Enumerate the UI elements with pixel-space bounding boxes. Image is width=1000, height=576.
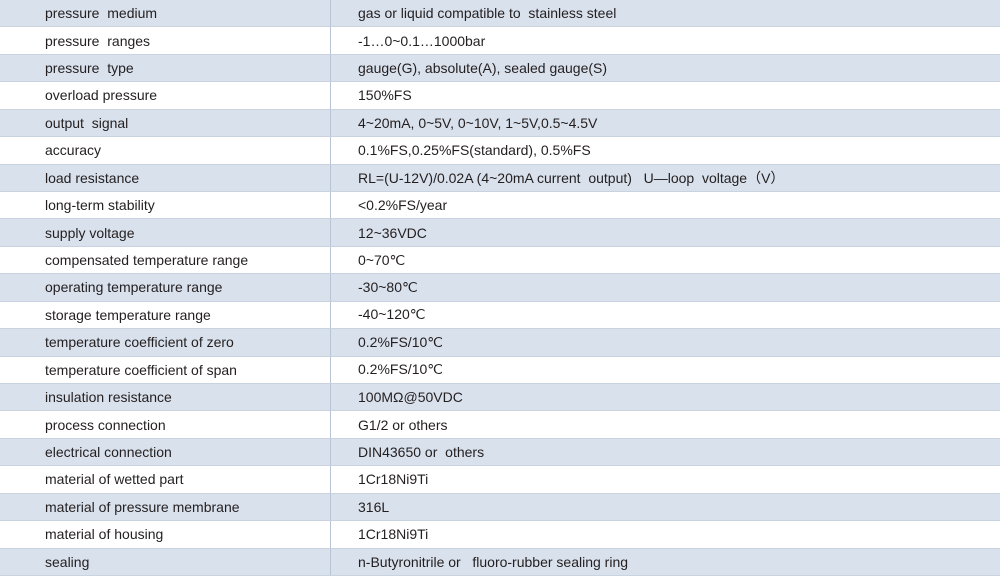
- parameter-name: electrical connection: [45, 444, 172, 461]
- parameter-value: DIN43650 or others: [358, 444, 485, 461]
- column-divider: [330, 274, 331, 301]
- parameter-name: material of housing: [45, 526, 164, 543]
- column-divider: [330, 219, 331, 246]
- table-row: accuracy 0.1%FS,0.25%FS(standard), 0.5%FS: [0, 137, 1000, 165]
- parameter-value: gas or liquid compatible to stainless st…: [358, 5, 617, 22]
- column-divider: [330, 164, 331, 191]
- parameter-name: compensated temperature range: [45, 252, 249, 269]
- parameter-value: n-Butyronitrile or fluoro-rubber sealing…: [358, 553, 629, 570]
- column-divider: [330, 521, 331, 548]
- parameter-name: insulation resistance: [45, 389, 172, 406]
- parameter-name: accuracy: [45, 142, 102, 159]
- column-divider: [330, 301, 331, 329]
- parameter-value: G1/2 or others: [358, 416, 448, 433]
- column-divider: [330, 548, 331, 575]
- table-row: temperature coefficient of zero 0.2%FS/10…: [0, 329, 1000, 357]
- column-divider: [330, 109, 331, 137]
- column-divider: [330, 137, 331, 164]
- parameter-value: 150%FS: [358, 87, 412, 104]
- table-row: storage temperature range -40~120℃: [0, 301, 1000, 330]
- parameter-name: process connection: [45, 416, 166, 433]
- parameter-value: 0~70℃: [358, 251, 406, 268]
- table-row: material of housing 1Cr18Ni9Ti: [0, 521, 1000, 549]
- parameter-name: material of wetted part: [45, 471, 184, 488]
- parameter-value: gauge(G), absolute(A), sealed gauge(S): [358, 60, 608, 77]
- table-row: load resistance RL=(U-12V)/0.02A (4~20mA …: [0, 164, 1000, 192]
- column-divider: [330, 329, 331, 356]
- table-row: sealing n-Butyronitrile or fluoro-rubber …: [0, 548, 1000, 576]
- table-row: operating temperature range -30~80℃: [0, 274, 1000, 302]
- parameter-value: -30~80℃: [358, 278, 418, 295]
- parameter-value: 0.1%FS,0.25%FS(standard), 0.5%FS: [358, 142, 591, 159]
- parameter-value: -40~120℃: [358, 306, 426, 323]
- parameter-name: pressure type: [45, 60, 134, 77]
- parameter-value: 12~36VDC: [358, 224, 427, 241]
- column-divider: [330, 438, 331, 466]
- table-row: material of wetted part 1Cr18Ni9Ti: [0, 466, 1000, 494]
- parameter-name: operating temperature range: [45, 279, 223, 296]
- parameter-name: pressure medium: [45, 5, 158, 22]
- column-divider: [330, 384, 331, 411]
- parameter-value: 316L: [358, 498, 390, 515]
- parameter-value: <0.2%FS/year: [358, 197, 448, 214]
- table-row: temperature coefficient of span 0.2%FS/10…: [0, 356, 1000, 384]
- table-row: long-term stability <0.2%FS/year: [0, 192, 1000, 220]
- parameter-value: -1…0~0.1…1000bar: [358, 32, 486, 49]
- column-divider: [330, 246, 331, 274]
- parameter-value: 1Cr18Ni9Ti: [358, 471, 429, 488]
- parameter-value: 0.2%FS/10℃: [358, 361, 443, 378]
- parameter-name: temperature coefficient of zero: [45, 334, 234, 351]
- table-row: pressure ranges -1…0~0.1…1000bar: [0, 27, 1000, 55]
- column-divider: [330, 192, 331, 219]
- table-row: electrical connection DIN43650 or others: [0, 438, 1000, 467]
- table-row: compensated temperature range 0~70℃: [0, 246, 1000, 275]
- parameter-value: 100MΩ@50VDC: [358, 389, 463, 406]
- table-row: pressure medium gas or liquid compatible …: [0, 0, 1000, 28]
- table-row: overload pressure 150%FS: [0, 82, 1000, 110]
- column-divider: [330, 356, 331, 383]
- parameter-name: material of pressure membrane: [45, 498, 240, 515]
- column-divider: [330, 54, 331, 82]
- parameter-value: RL=(U-12V)/0.02A (4~20mA current output)…: [358, 169, 785, 186]
- parameter-name: sealing: [45, 553, 90, 570]
- parameter-name: pressure ranges: [45, 32, 151, 49]
- table-row: pressure type gauge(G), absolute(A), seal…: [0, 54, 1000, 83]
- parameter-value: 1Cr18Ni9Ti: [358, 526, 429, 543]
- column-divider: [330, 411, 331, 438]
- parameter-name: long-term stability: [45, 197, 155, 214]
- column-divider: [330, 493, 331, 521]
- parameter-name: overload pressure: [45, 87, 158, 104]
- column-divider: [330, 27, 331, 54]
- parameter-value: 4~20mA, 0~5V, 0~10V, 1~5V,0.5~4.5V: [358, 114, 598, 131]
- parameter-name: storage temperature range: [45, 306, 211, 323]
- parameter-name: output signal: [45, 114, 129, 131]
- parameter-name: supply voltage: [45, 224, 135, 241]
- column-divider: [330, 0, 331, 27]
- table-row: supply voltage 12~36VDC: [0, 219, 1000, 247]
- parameter-value: 0.2%FS/10℃: [358, 333, 443, 350]
- table-row: material of pressure membrane 316L: [0, 493, 1000, 522]
- table-row: output signal 4~20mA, 0~5V, 0~10V, 1~5V,0…: [0, 109, 1000, 138]
- parameter-name: load resistance: [45, 169, 140, 186]
- table-row: process connection G1/2 or others: [0, 411, 1000, 439]
- column-divider: [330, 466, 331, 493]
- parameter-name: temperature coefficient of span: [45, 361, 237, 378]
- table-row: insulation resistance 100MΩ@50VDC: [0, 384, 1000, 412]
- column-divider: [330, 82, 331, 109]
